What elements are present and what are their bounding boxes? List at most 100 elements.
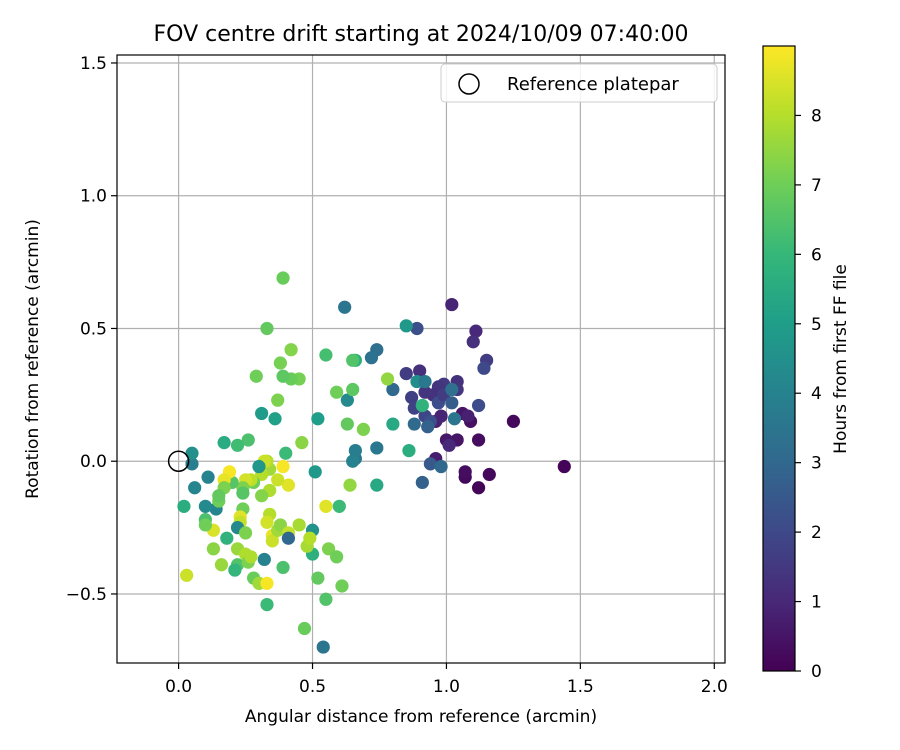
colorbar-frame xyxy=(762,45,796,672)
legend: Reference platepar xyxy=(440,63,718,103)
data-point xyxy=(557,459,571,474)
legend-entry-reference: Reference platepar xyxy=(507,74,679,95)
legend-box xyxy=(440,63,718,103)
data-point xyxy=(356,422,371,436)
data-point xyxy=(198,499,212,513)
data-point xyxy=(212,489,226,503)
data-point xyxy=(217,436,231,450)
data-point xyxy=(415,398,429,413)
data-point xyxy=(188,481,202,495)
data-point xyxy=(330,385,344,399)
data-point xyxy=(477,361,491,375)
data-point xyxy=(260,321,274,336)
data-point xyxy=(445,396,459,410)
data-point xyxy=(276,369,290,383)
colorbar: 0 1 2 3 4 5 6 7 8 Hours from first FF file xyxy=(762,45,851,682)
data-point xyxy=(423,457,437,471)
data-point xyxy=(281,531,296,545)
data-point xyxy=(370,478,384,492)
data-point xyxy=(386,382,400,397)
data-point xyxy=(281,478,296,492)
data-point xyxy=(244,550,258,564)
x-tick-label: 1.0 xyxy=(433,677,460,697)
data-point xyxy=(260,597,274,612)
data-point xyxy=(445,382,459,397)
colorbar-gradient xyxy=(763,46,795,671)
colorbar-tick-label: 7 xyxy=(811,176,822,196)
data-point xyxy=(338,300,352,314)
grid-lines xyxy=(117,55,725,663)
x-tick-label: 1.5 xyxy=(567,677,594,697)
data-point xyxy=(311,412,325,426)
data-point xyxy=(413,364,427,378)
data-point xyxy=(180,568,194,582)
x-tick-label: 0.5 xyxy=(299,677,326,697)
data-point xyxy=(284,343,298,357)
data-point xyxy=(418,385,432,399)
data-point xyxy=(415,475,429,490)
colorbar-tick-label: 3 xyxy=(811,454,822,474)
data-point xyxy=(252,459,266,474)
x-axis-label: Angular distance from reference (arcmin) xyxy=(245,707,597,727)
colorbar-label: Hours from first FF file xyxy=(831,264,851,454)
colorbar-tick-label: 5 xyxy=(811,315,822,335)
data-point xyxy=(268,412,282,426)
y-axis-label: Rotation from reference (arcmin) xyxy=(23,219,43,499)
data-point xyxy=(461,409,475,423)
data-point xyxy=(506,414,521,428)
colorbar-tick-label: 4 xyxy=(811,384,822,404)
data-point xyxy=(276,271,290,285)
data-point xyxy=(335,579,349,593)
data-point xyxy=(206,542,221,556)
data-point xyxy=(319,592,333,606)
data-point xyxy=(241,433,255,447)
colorbar-tick-label: 6 xyxy=(811,245,822,265)
reference-platepar-marker xyxy=(167,450,190,472)
data-point xyxy=(273,356,287,370)
data-point xyxy=(346,454,360,468)
plot-frame xyxy=(116,54,726,664)
data-point xyxy=(271,473,285,487)
data-point xyxy=(340,417,354,431)
y-tick-label: −0.5 xyxy=(66,585,107,605)
y-tick-label: 0.0 xyxy=(80,452,107,472)
data-point xyxy=(230,438,245,452)
data-point xyxy=(201,470,215,484)
data-point xyxy=(370,441,384,455)
data-point xyxy=(410,321,424,336)
y-axis-ticks: −0.5 0.0 0.5 1.0 1.5 xyxy=(66,54,117,605)
data-point xyxy=(442,438,456,452)
data-point xyxy=(343,478,357,492)
data-point xyxy=(445,297,459,312)
data-point xyxy=(297,621,312,636)
data-point xyxy=(311,571,325,585)
data-point xyxy=(265,534,279,548)
data-point xyxy=(330,550,344,564)
data-point xyxy=(434,409,448,423)
legend-reference-marker xyxy=(458,73,480,95)
data-point xyxy=(380,372,395,386)
data-point xyxy=(220,531,234,545)
chart-title: FOV centre drift starting at 2024/10/09 … xyxy=(154,22,689,47)
data-point xyxy=(236,486,250,500)
data-point xyxy=(399,367,413,381)
data-point xyxy=(198,518,212,532)
data-point xyxy=(332,499,346,513)
data-point xyxy=(249,369,263,383)
data-point xyxy=(399,319,413,333)
colorbar-tick-label: 2 xyxy=(811,523,822,543)
data-point xyxy=(276,459,290,474)
y-tick-label: 1.0 xyxy=(80,187,107,207)
colorbar-tick-label: 1 xyxy=(811,593,822,613)
data-point xyxy=(421,420,435,434)
data-point xyxy=(271,393,285,407)
data-point xyxy=(255,406,269,421)
data-point xyxy=(348,443,362,458)
data-point xyxy=(466,335,480,349)
x-tick-label: 2.0 xyxy=(701,677,728,697)
data-point xyxy=(458,465,472,479)
data-point xyxy=(469,324,483,338)
data-point xyxy=(292,518,306,532)
data-point xyxy=(407,417,421,431)
